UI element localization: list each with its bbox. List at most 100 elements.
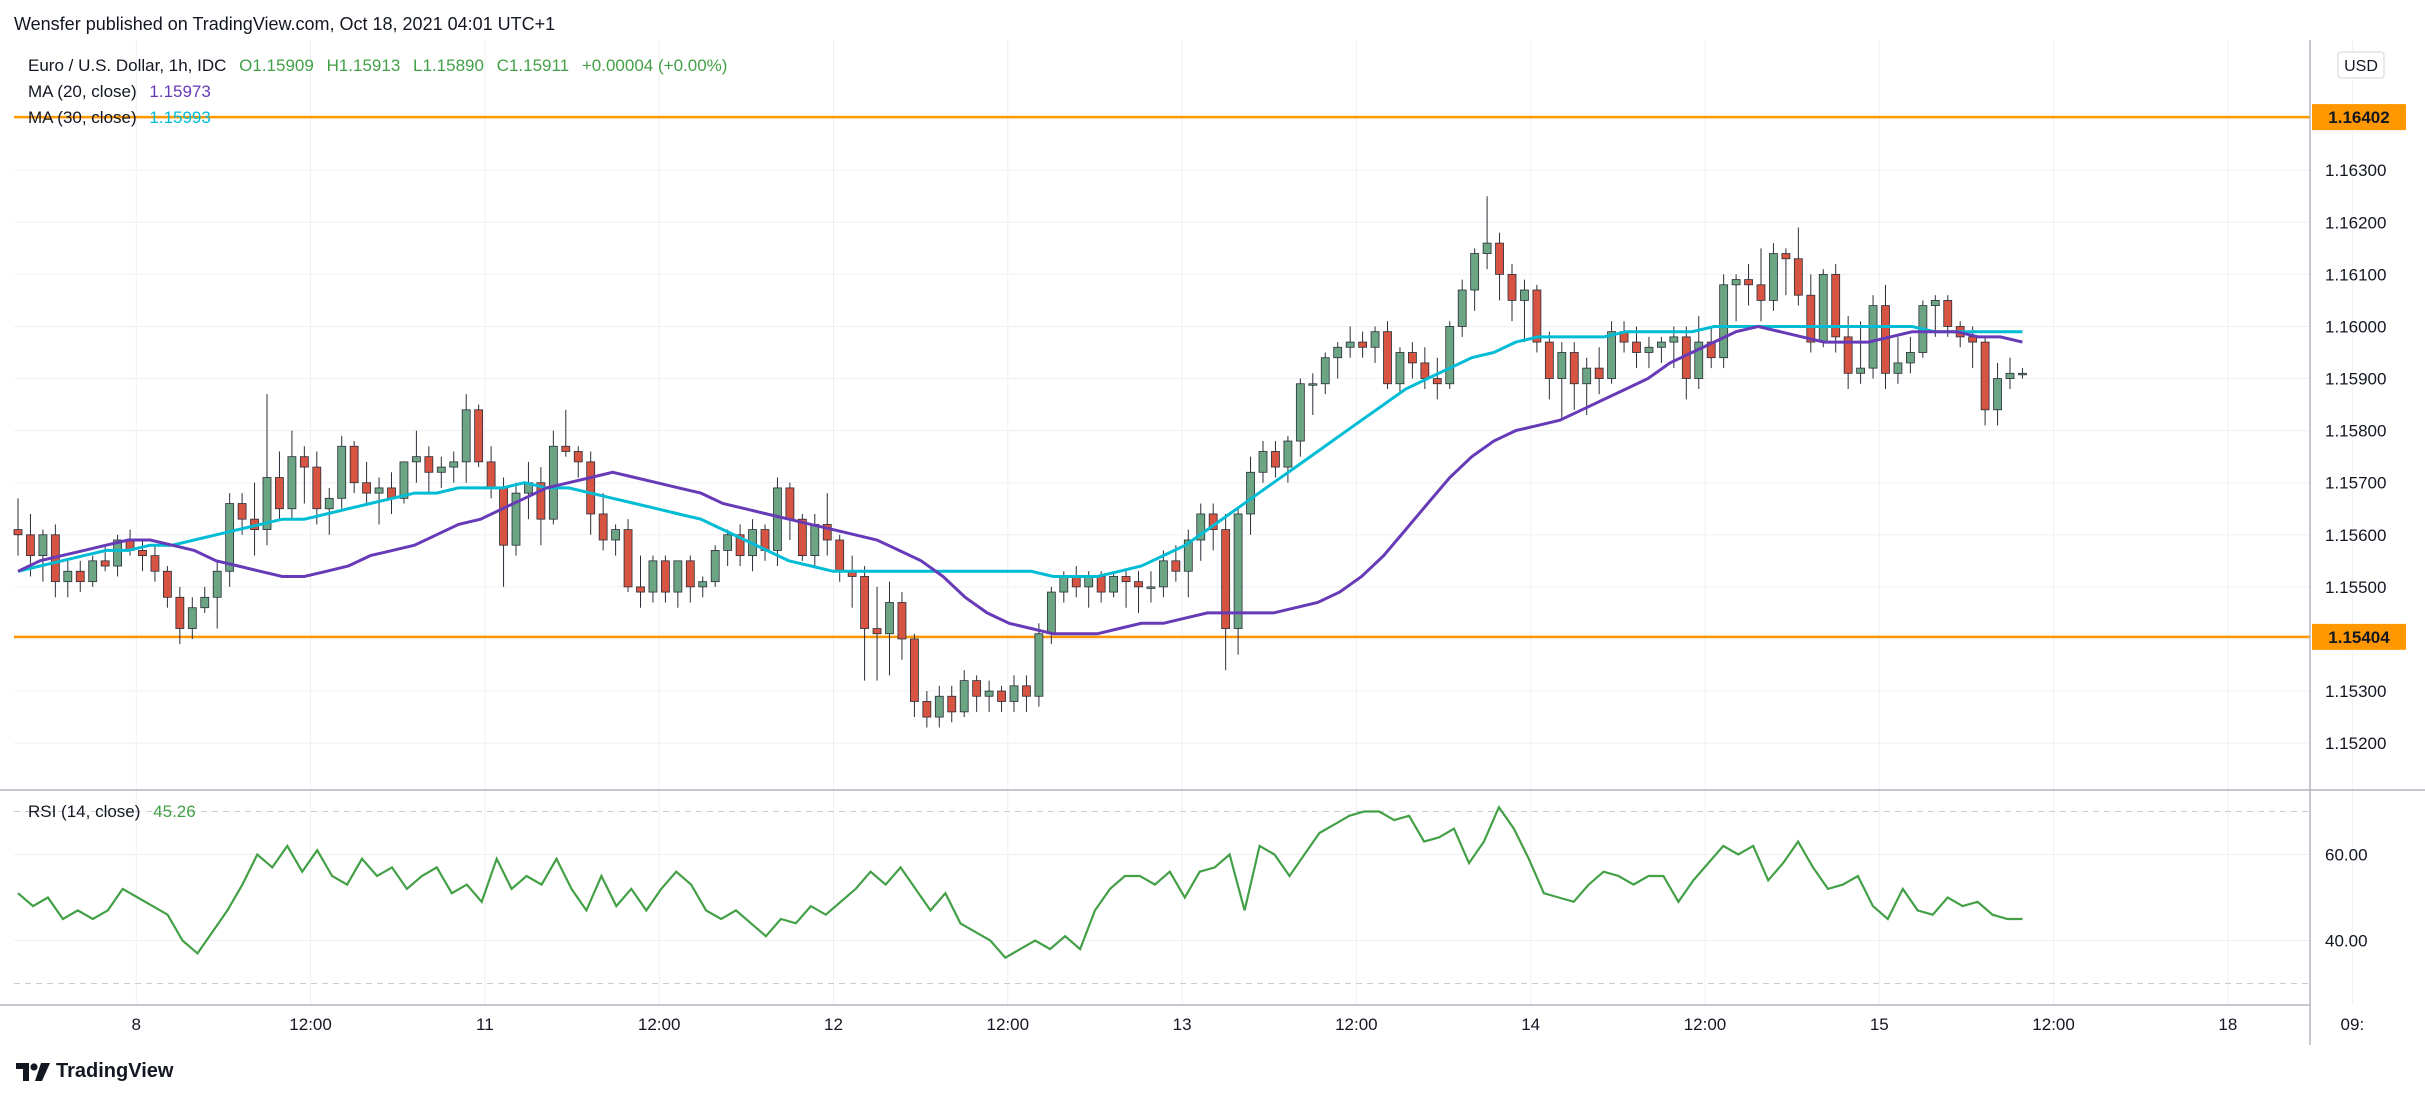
rsi-value: 45.26 [153, 802, 196, 821]
rsi-label: RSI (14, close) [28, 802, 141, 821]
candle-up [1930, 300, 1940, 307]
candle-down [1943, 300, 1953, 327]
legend-close: C1.15911 [496, 56, 570, 75]
candle-up [411, 456, 421, 463]
price-tick-label: 1.16000 [2325, 317, 2386, 336]
candle-up [548, 445, 558, 520]
candle-up [1557, 352, 1567, 379]
candle-up [710, 550, 720, 583]
candle-down [561, 445, 571, 452]
legend-change: +0.00004 (+0.00%) [581, 56, 728, 75]
candle-up [1009, 685, 1019, 702]
candle-down [785, 487, 795, 520]
candle-up [1183, 539, 1193, 572]
legend-low: L1.15890 [413, 56, 484, 75]
candle-up [1196, 513, 1206, 541]
candle-down [872, 628, 882, 635]
candle-down [1793, 258, 1803, 296]
ma30-line [17, 325, 2023, 578]
candle-up [723, 534, 733, 551]
candle-up [1283, 440, 1293, 468]
candle-down [685, 560, 695, 588]
price-tick-label: 1.16200 [2325, 213, 2386, 232]
candle-down [1980, 341, 1990, 411]
candle-down [1022, 685, 1031, 697]
currency-label[interactable]: USD [2337, 51, 2385, 79]
candle-down [75, 570, 85, 583]
time-tick-label: 13 [1173, 1015, 1192, 1034]
candle-down [13, 529, 23, 536]
candle-down [897, 602, 907, 640]
publisher-text: Wensfer published on TradingView.com, Oc… [14, 14, 556, 34]
candle-down [362, 482, 372, 494]
candle-down [1756, 284, 1766, 301]
candles [13, 196, 2027, 728]
candle-up [1906, 352, 1915, 364]
time-tick-label: 8 [132, 1015, 141, 1034]
rsi-legend: RSI (14, close) 45.26 [28, 802, 196, 822]
price-tick-label: 1.15800 [2325, 422, 2386, 441]
candle-down [162, 570, 172, 598]
candle-up [1731, 279, 1741, 286]
candle-up [1868, 305, 1878, 369]
level-price-tag [2312, 623, 2406, 650]
price-tick-label: 1.15500 [2325, 578, 2386, 597]
candle-up [88, 560, 98, 583]
candle-up [1246, 471, 1255, 515]
candle-down [100, 560, 110, 567]
brand-name: TradingView [56, 1060, 174, 1082]
tradingview-logo[interactable]: TradingView [16, 1060, 173, 1083]
header-bar: Wensfer published on TradingView.com, Oc… [0, 0, 2425, 46]
candle-up [1084, 576, 1094, 588]
candle-down [312, 466, 322, 510]
candle-down [1221, 529, 1231, 629]
candle-up [1719, 284, 1729, 359]
time-tick-label: 18 [2218, 1015, 2237, 1034]
candle-down [1831, 273, 1841, 338]
candle-down [1408, 352, 1417, 364]
price-tick-label: 1.15900 [2325, 370, 2386, 389]
horizontal-levels[interactable] [14, 115, 2310, 639]
candle-up [225, 503, 235, 572]
candle-down [860, 576, 869, 629]
candle-down [486, 461, 496, 489]
candle-down [175, 596, 185, 629]
candle-up [1818, 273, 1828, 343]
candle-down [1383, 331, 1392, 385]
candle-up [2018, 372, 2027, 376]
candle-up [611, 529, 620, 541]
grid [14, 40, 2353, 1005]
legend-open: O1.15909 [239, 56, 314, 75]
candle-up [1308, 383, 1318, 386]
price-labels: 1.16402 1.15404 [2312, 104, 2406, 650]
tradingview-logo-icon [16, 1062, 50, 1081]
time-tick-label: 12 [824, 1015, 843, 1034]
legend-high: H1.15913 [326, 56, 401, 75]
candle-up [63, 570, 73, 583]
candle-down [1632, 341, 1641, 353]
chart[interactable]: 1.152001.153001.154001.155001.156001.157… [0, 0, 2425, 1050]
candle-up [673, 560, 683, 593]
candle-down [1420, 362, 1430, 379]
candle-up [1159, 560, 1168, 588]
candle-up [1395, 352, 1405, 385]
candle-up [1694, 341, 1704, 379]
candle-down [598, 513, 608, 541]
level-price-text: 1.16402 [2328, 108, 2389, 127]
candle-down [1744, 279, 1753, 286]
ma20-label: MA (20, close) [28, 82, 137, 101]
candle-down [1271, 451, 1280, 468]
candle-down [922, 701, 932, 718]
candle-down [536, 482, 546, 520]
candle-down [237, 503, 247, 520]
moving-averages [17, 324, 2023, 636]
candle-up [187, 607, 197, 629]
candle-down [499, 487, 508, 546]
candle-up [1233, 513, 1243, 629]
candle-up [200, 596, 210, 609]
candle-up [436, 466, 446, 473]
time-tick-label: 14 [1521, 1015, 1540, 1034]
candle-up [262, 477, 272, 530]
ma30-legend: MA (30, close) 1.15993 [28, 108, 211, 128]
ma20-line [17, 324, 2023, 636]
